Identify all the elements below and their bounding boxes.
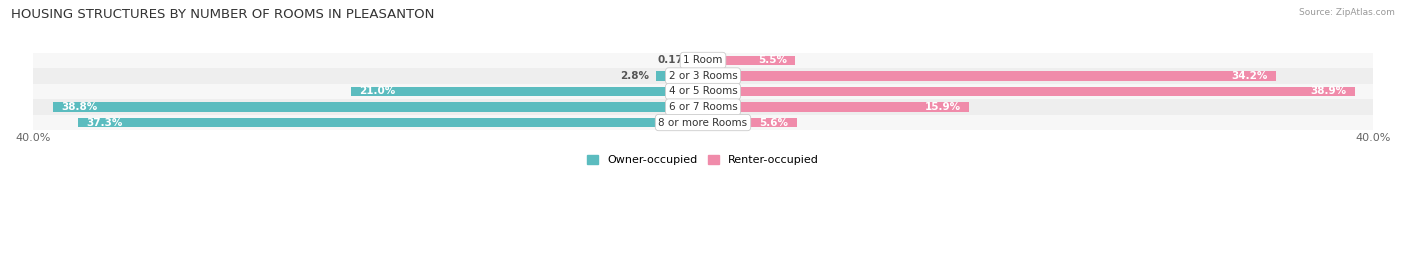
Bar bbox=[77, 118, 703, 127]
Bar bbox=[703, 71, 1277, 81]
Text: 2 or 3 Rooms: 2 or 3 Rooms bbox=[669, 71, 737, 81]
Bar bbox=[703, 56, 796, 65]
Text: 38.8%: 38.8% bbox=[62, 102, 97, 112]
Legend: Owner-occupied, Renter-occupied: Owner-occupied, Renter-occupied bbox=[586, 155, 820, 165]
Bar bbox=[53, 102, 703, 112]
Text: 34.2%: 34.2% bbox=[1232, 71, 1268, 81]
Bar bbox=[700, 56, 703, 65]
Text: 4 or 5 Rooms: 4 or 5 Rooms bbox=[669, 87, 737, 97]
Text: 5.6%: 5.6% bbox=[759, 118, 789, 128]
Text: 15.9%: 15.9% bbox=[925, 102, 962, 112]
Bar bbox=[32, 68, 1374, 84]
Text: 2.8%: 2.8% bbox=[620, 71, 650, 81]
Text: 38.9%: 38.9% bbox=[1310, 87, 1347, 97]
Text: 6 or 7 Rooms: 6 or 7 Rooms bbox=[669, 102, 737, 112]
Text: 0.17%: 0.17% bbox=[657, 55, 693, 65]
Bar bbox=[32, 53, 1374, 68]
Text: 37.3%: 37.3% bbox=[86, 118, 122, 128]
Text: Source: ZipAtlas.com: Source: ZipAtlas.com bbox=[1299, 8, 1395, 17]
Bar bbox=[657, 71, 703, 81]
Bar bbox=[32, 115, 1374, 130]
Bar bbox=[703, 118, 797, 127]
Bar bbox=[32, 99, 1374, 115]
Text: 8 or more Rooms: 8 or more Rooms bbox=[658, 118, 748, 128]
Bar bbox=[352, 87, 703, 96]
Text: 1 Room: 1 Room bbox=[683, 55, 723, 65]
Text: 5.5%: 5.5% bbox=[758, 55, 787, 65]
Bar bbox=[703, 102, 970, 112]
Text: HOUSING STRUCTURES BY NUMBER OF ROOMS IN PLEASANTON: HOUSING STRUCTURES BY NUMBER OF ROOMS IN… bbox=[11, 8, 434, 21]
Text: 21.0%: 21.0% bbox=[360, 87, 395, 97]
Bar bbox=[703, 87, 1355, 96]
Bar bbox=[32, 84, 1374, 99]
